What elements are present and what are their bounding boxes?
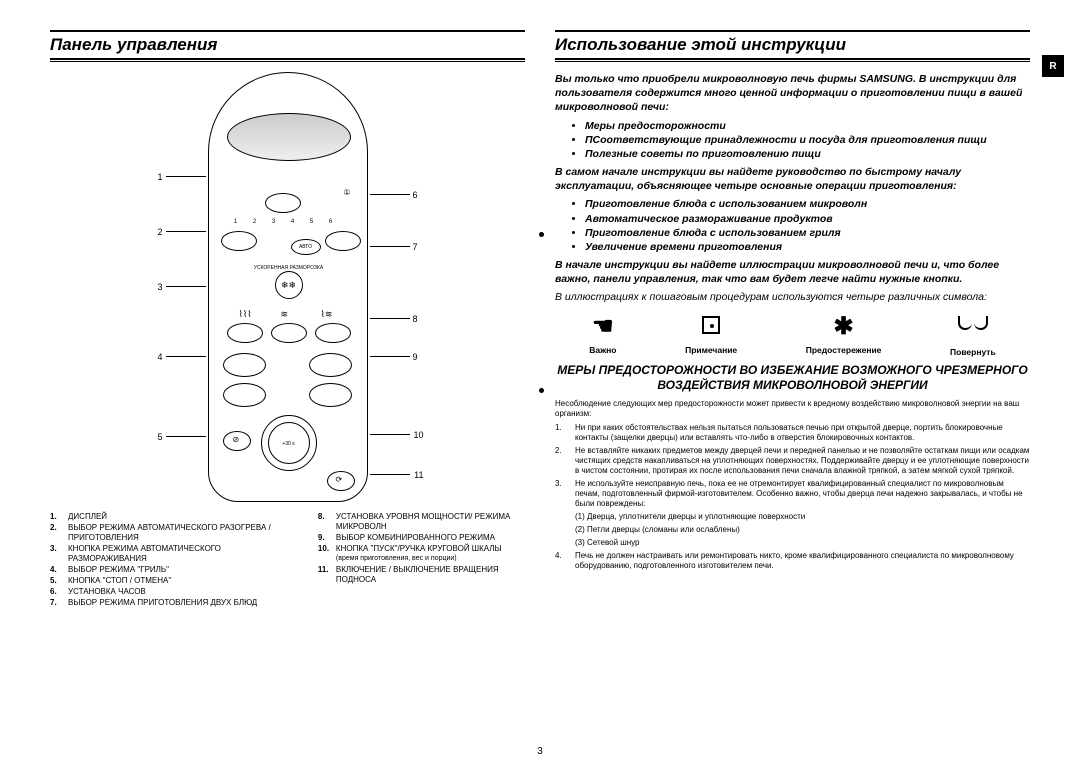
symbol-note: Примечание xyxy=(685,315,737,355)
legend-item: 8.УСТАНОВКА УРОВНЯ МОЩНОСТИ/ РЕЖИМА МИКР… xyxy=(318,512,525,532)
warning-item: 1.Ни при каких обстоятельствах нельзя пы… xyxy=(555,423,1030,443)
panel-legend: 1.ДИСПЛЕЙ2.ВЫБОР РЕЖИМА АВТОМАТИЧЕСКОГО … xyxy=(50,512,525,609)
bullet-item: Приготовление блюда с использованием гри… xyxy=(585,226,1030,240)
legend-item: 2.ВЫБОР РЕЖИМА АВТОМАТИЧЕСКОГО РАЗОГРЕВА… xyxy=(50,523,298,543)
intro-3: В начале инструкции вы найдете иллюстрац… xyxy=(555,258,1030,286)
callout-10: 10 xyxy=(413,430,423,440)
legend-item: 10.КНОПКА "ПУСК"/РУЧКА КРУГОВОЙ ШКАЛЫ xyxy=(318,544,525,554)
reheat-btn-top xyxy=(265,193,301,213)
intro-2: В самом начале инструкции вы найдете рук… xyxy=(555,165,1030,193)
warning-list: 1.Ни при каких обстоятельствах нельзя пы… xyxy=(555,423,1030,571)
oval-f xyxy=(223,383,266,407)
warning-title: МЕРЫ ПРЕДОСТОРОЖНОСТИ ВО ИЗБЕЖАНИЕ ВОЗМО… xyxy=(555,363,1030,393)
legend-item: 7.ВЫБОР РЕЖИМА ПРИГОТОВЛЕНИЯ ДВУХ БЛЮД xyxy=(50,598,298,608)
program-icon-row: 1 2 3 4 5 6 xyxy=(229,219,338,225)
clock-icon: ① xyxy=(343,188,350,197)
panel-body: ① 1 2 3 4 5 6 АВТО ❄❄ УСКОРЕННАЯ РАЗМОРО… xyxy=(208,72,368,502)
auto-btn: АВТО xyxy=(291,239,321,255)
stop-btn: ⊘ xyxy=(223,431,251,451)
callout-8: 8 xyxy=(412,314,417,324)
bullet-item: Приготовление блюда с использованием мик… xyxy=(585,197,1030,211)
bullet-item: ПСоответствующие принадлежности и посуда… xyxy=(585,133,1030,147)
micro-icon: ≋ xyxy=(281,309,289,320)
callout-5: 5 xyxy=(158,432,163,442)
legend-item: 1.ДИСПЛЕЙ xyxy=(50,512,298,522)
bullets-1: Меры предосторожностиПСоответствующие пр… xyxy=(555,119,1030,162)
warning-item: (3) Сетевой шнур xyxy=(555,538,1030,548)
margin-dot-1 xyxy=(539,232,544,237)
control-panel-figure: 1 2 3 4 5 6 7 8 9 10 11 ① xyxy=(158,72,418,502)
rotate-arrows-icon xyxy=(950,312,996,341)
oval-d xyxy=(223,353,266,377)
defrost-ring-text: УСКОРЕННАЯ РАЗМОРОЗКА xyxy=(249,265,329,271)
grill-icon: ⌇⌇⌇ xyxy=(239,309,252,320)
legend-item: 4.ВЫБОР РЕЖИМА "ГРИЛЬ" xyxy=(50,565,298,575)
callout-2: 2 xyxy=(158,227,163,237)
legend-item: 11.ВКЛЮЧЕНИЕ / ВЫКЛЮЧЕНИЕ ВРАЩЕНИЯ ПОДНО… xyxy=(318,565,525,585)
warning-item: 4.Печь не должен настраивать или ремонти… xyxy=(555,551,1030,571)
callout-4: 4 xyxy=(158,352,163,362)
warning-item: 3.Не используйте неисправную печь, пока … xyxy=(555,479,1030,509)
warning-item: (2) Петли дверцы (сломаны или ослаблены) xyxy=(555,525,1030,535)
symbol-important: ☚ Важно xyxy=(589,315,616,355)
margin-dot-2 xyxy=(539,388,544,393)
mode-btn-c xyxy=(315,323,351,343)
defrost-btn: ❄❄ xyxy=(275,271,303,299)
warning-item: (1) Дверца, уплотнители дверцы и уплотня… xyxy=(555,512,1030,522)
right-title: Использование этой инструкции xyxy=(555,30,1030,60)
pointing-hand-icon: ☚ xyxy=(589,315,616,339)
bullets-2: Приготовление блюда с использованием мик… xyxy=(555,197,1030,254)
note-box-icon xyxy=(685,315,737,339)
snowflake-icon: ✱ xyxy=(806,315,882,339)
callout-6: 6 xyxy=(412,190,417,200)
mode-btn-b xyxy=(271,323,307,343)
legend-item: (время приготовления, вес и порции) xyxy=(318,555,525,564)
legend-item: 3.КНОПКА РЕЖИМА АВТОМАТИЧЕСКОГО РАЗМОРАЖ… xyxy=(50,544,298,564)
intro-4: В иллюстрациях к пошаговым процедурам ис… xyxy=(555,290,1030,304)
oval-g xyxy=(309,383,352,407)
turntable-btn: ⟳ xyxy=(327,471,355,491)
combi-icon: ⌇≋ xyxy=(321,309,333,320)
warning-sub: Несоблюдение следующих мер предосторожно… xyxy=(555,399,1030,419)
lang-badge-r: R xyxy=(1042,55,1064,77)
legend-col-right: 8.УСТАНОВКА УРОВНЯ МОЩНОСТИ/ РЕЖИМА МИКР… xyxy=(318,512,525,609)
oval-e xyxy=(309,353,352,377)
callout-1: 1 xyxy=(158,172,163,182)
bullet-item: Автоматическое размораживание продуктов xyxy=(585,212,1030,226)
bullet-item: Полезные советы по приготовлению пищи xyxy=(585,147,1030,161)
mode-btn-a xyxy=(227,323,263,343)
intro-1: Вы только что приобрели микроволновую пе… xyxy=(555,72,1030,115)
legend-item: 6.УСТАНОВКА ЧАСОВ xyxy=(50,587,298,597)
display-oval xyxy=(227,113,351,161)
symbol-caution: ✱ Предостережение xyxy=(806,315,882,355)
start-dial: +30 s xyxy=(261,415,317,471)
bullet-item: Увеличение времени приготовления xyxy=(585,240,1030,254)
legend-col-left: 1.ДИСПЛЕЙ2.ВЫБОР РЕЖИМА АВТОМАТИЧЕСКОГО … xyxy=(50,512,298,609)
legend-item: 9.ВЫБОР КОМБИНИРОВАННОГО РЕЖИМА xyxy=(318,533,525,543)
callout-9: 9 xyxy=(412,352,417,362)
bullet-item: Меры предосторожности xyxy=(585,119,1030,133)
reheat-btn-1 xyxy=(221,231,257,251)
symbol-turn: Повернуть xyxy=(950,312,996,357)
symbol-key-row: ☚ Важно Примечание ✱ Предостережение Пов… xyxy=(555,315,1030,355)
dual-btn xyxy=(325,231,361,251)
callout-11: 11 xyxy=(414,470,423,480)
page-number: 3 xyxy=(537,746,543,757)
legend-item: 5.КНОПКА "СТОП / ОТМЕНА" xyxy=(50,576,298,586)
warning-item: 2.Не вставляйте никаких предметов между … xyxy=(555,446,1030,476)
left-title: Панель управления xyxy=(50,30,525,60)
callout-7: 7 xyxy=(412,242,417,252)
callout-3: 3 xyxy=(158,282,163,292)
